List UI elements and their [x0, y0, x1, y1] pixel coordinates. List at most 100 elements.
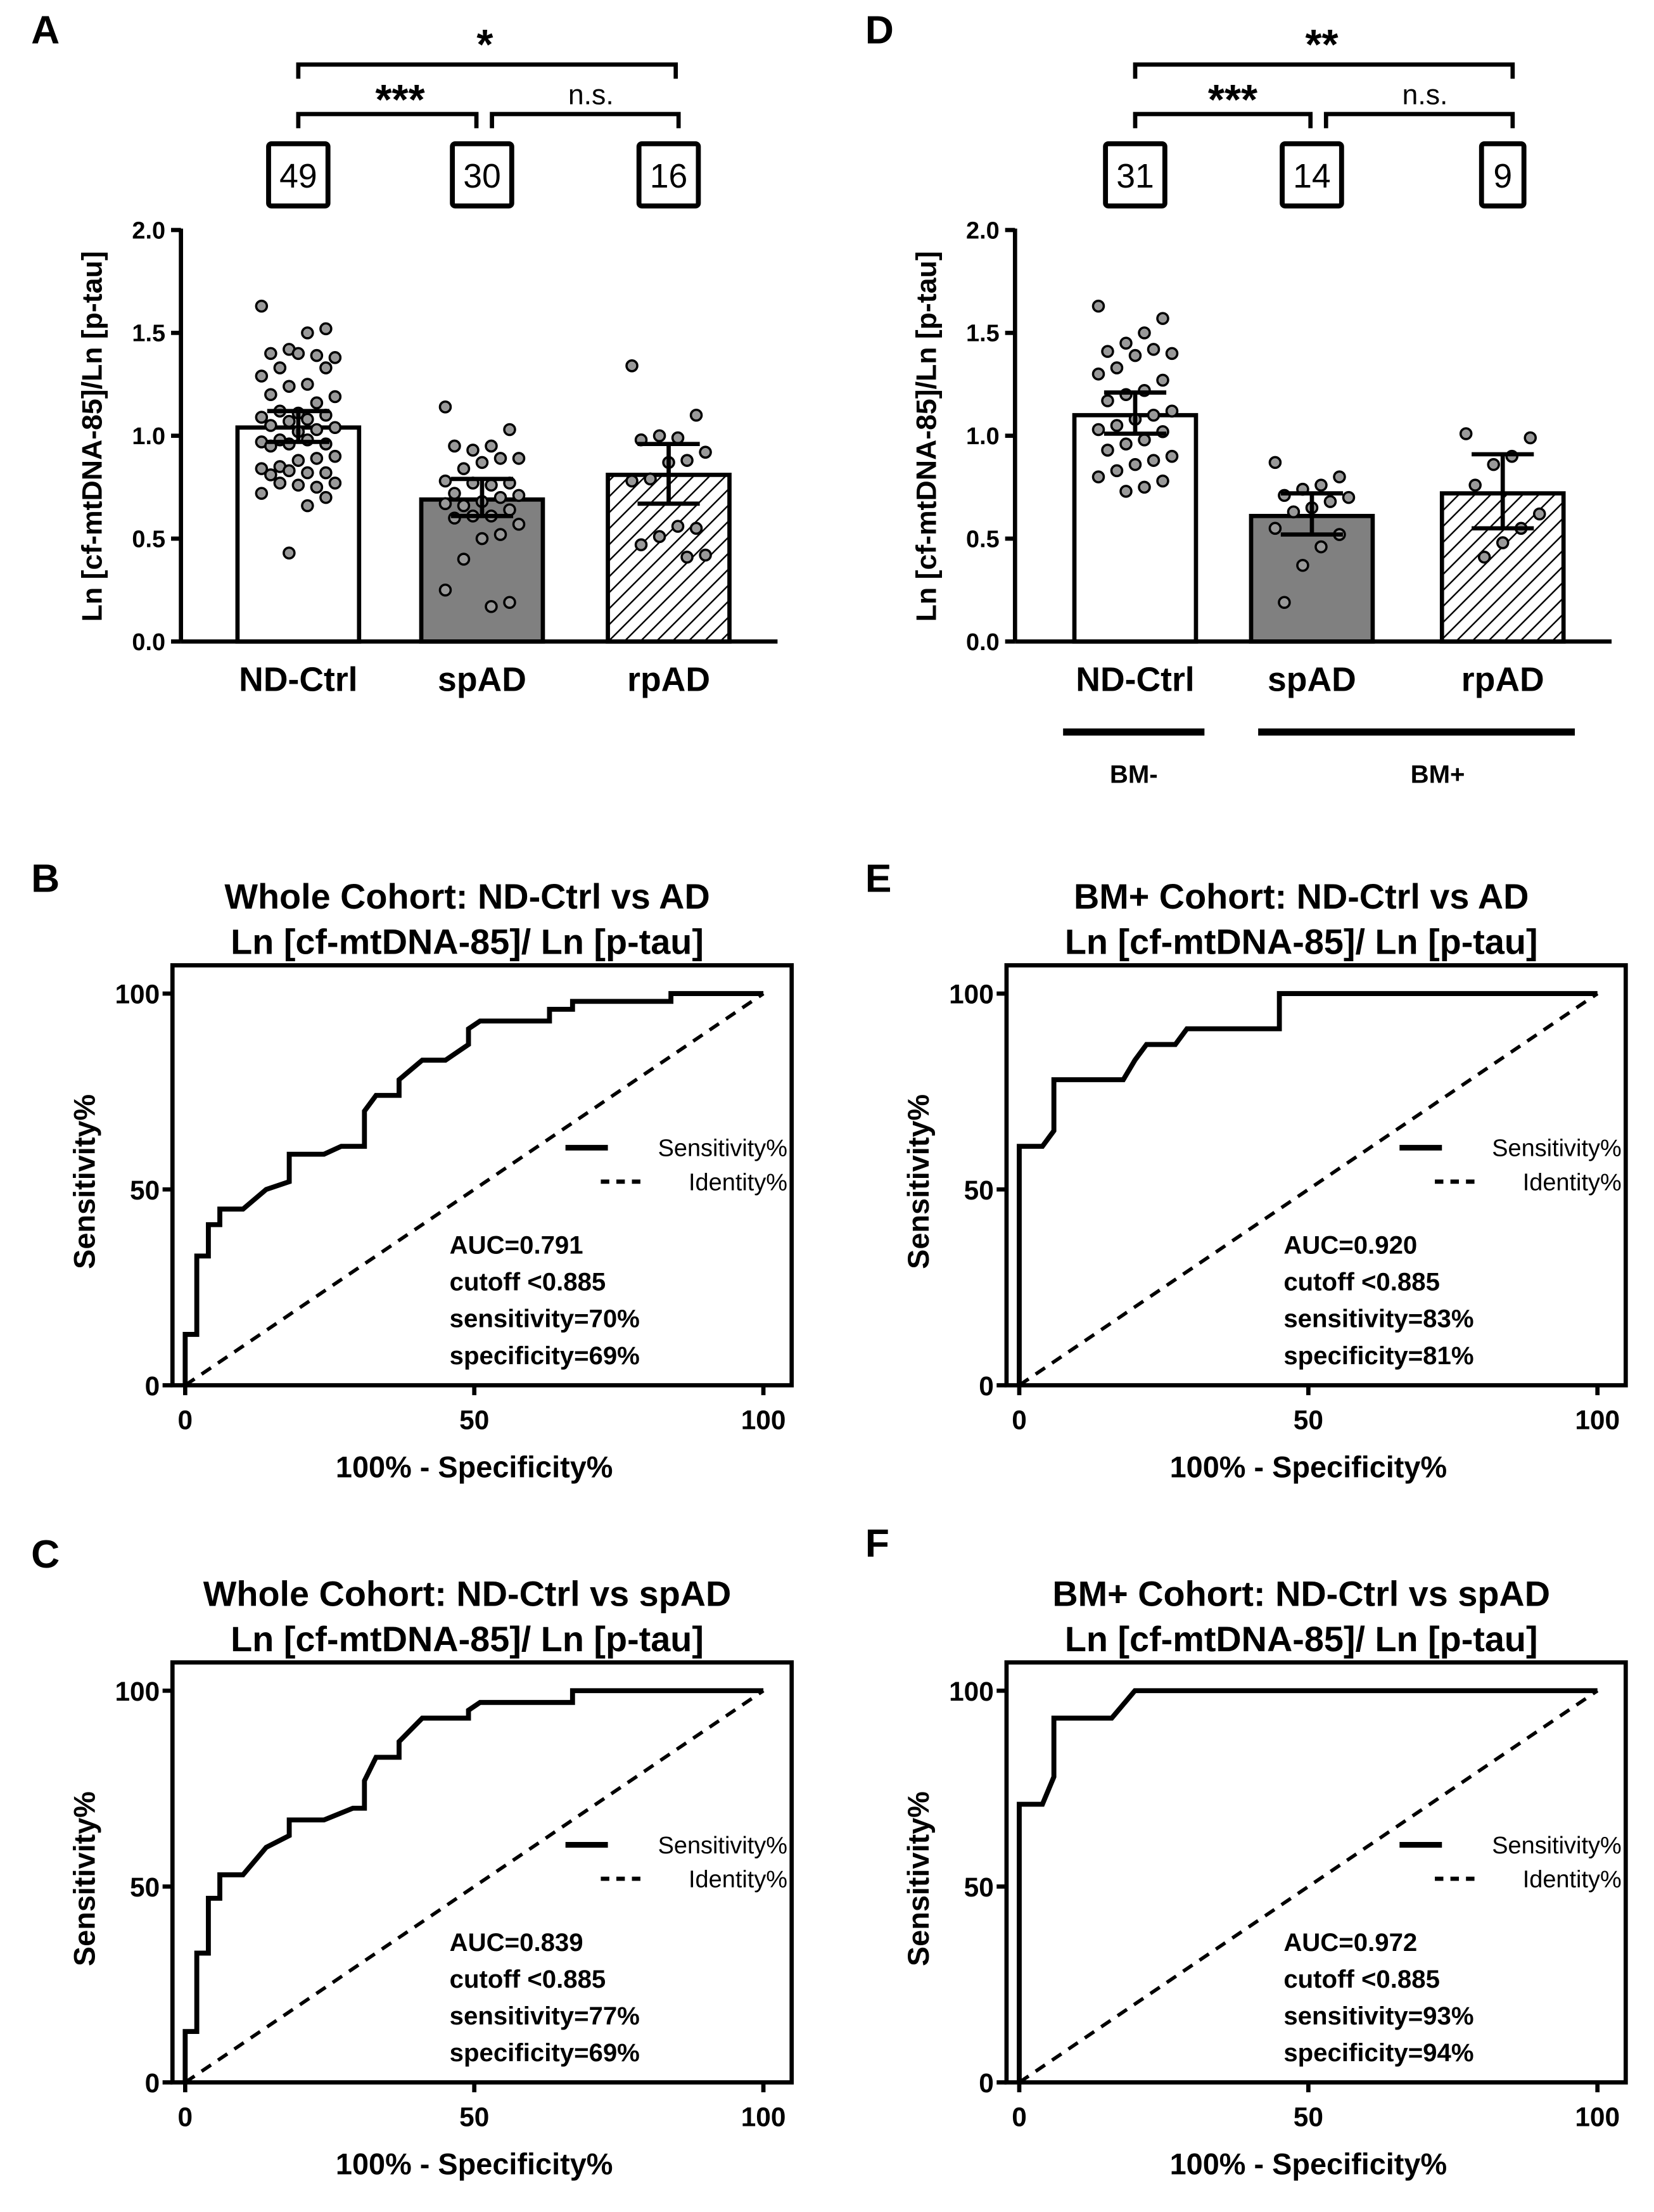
significance-label: ***	[1208, 76, 1257, 124]
panel-letter: A	[31, 8, 60, 52]
series-line-sensitivity	[1017, 1688, 1598, 2083]
y-axis-label: Sensitivity%	[68, 1791, 101, 1966]
y-tick-label: 1.5	[966, 321, 1000, 347]
series-line-identity	[1018, 1689, 1599, 2084]
data-point	[1128, 348, 1142, 362]
annotation: AUC=0.920	[1283, 1231, 1417, 1260]
data-point	[475, 456, 489, 470]
data-point	[255, 462, 269, 475]
data-point	[1314, 540, 1328, 554]
data-point	[1110, 361, 1124, 374]
data-point	[1156, 312, 1169, 325]
data-point	[1323, 495, 1337, 508]
panel-letter: B	[31, 856, 60, 900]
significance-label: **	[1306, 21, 1339, 68]
y-tick-label: 0.0	[966, 629, 1000, 656]
data-point	[301, 466, 314, 480]
annotation: cutoff <0.885	[450, 1268, 606, 1296]
category-label: spAD	[438, 662, 526, 699]
data-point	[512, 452, 526, 465]
data-point	[485, 439, 498, 453]
data-point	[291, 454, 305, 467]
data-point	[1138, 433, 1151, 447]
data-point	[1459, 427, 1473, 440]
data-point	[652, 429, 666, 442]
plot-frame	[1004, 963, 1628, 1388]
panel-letter: F	[865, 1521, 889, 1565]
plot-frame	[170, 963, 794, 1388]
data-point	[457, 553, 471, 566]
legend-label: Sensitivity%	[658, 1832, 787, 1859]
data-point	[475, 532, 489, 546]
y-axis-label: Ln [cf-mtDNA-85]/Ln [p-tau]	[911, 251, 942, 622]
data-point	[1287, 505, 1301, 519]
data-point	[319, 361, 333, 374]
y-tick-label: 100	[949, 1677, 994, 1706]
annotation: specificity=81%	[1283, 1341, 1473, 1370]
annotation: specificity=69%	[450, 1341, 640, 1370]
data-point	[503, 596, 516, 609]
data-point	[1110, 464, 1124, 478]
annotation: sensitivity=93%	[1283, 2002, 1473, 2030]
annotation: cutoff <0.885	[450, 1965, 606, 1993]
x-tick-label: 50	[459, 1405, 489, 1435]
data-point	[671, 431, 685, 445]
series-line-sensitivity	[182, 991, 764, 1386]
data-point	[1110, 419, 1124, 432]
n-box	[450, 141, 514, 208]
data-point	[625, 359, 639, 373]
n-box	[636, 141, 701, 208]
data-point	[1101, 394, 1114, 407]
y-tick-label: 0.5	[132, 526, 165, 553]
data-point	[1268, 521, 1282, 535]
panel-c: C Whole Cohort: ND-Ctrl vs spAD Ln [cf-mtD…	[31, 1532, 794, 2180]
data-point	[634, 538, 648, 552]
data-point	[301, 378, 314, 391]
annotation: sensitivity=83%	[1283, 1305, 1473, 1333]
data-point	[1147, 408, 1161, 422]
data-point	[1532, 507, 1546, 521]
data-point	[283, 414, 296, 428]
annotation: sensitivity=77%	[450, 2002, 640, 2030]
category-label: ND-Ctrl	[239, 662, 357, 699]
series-line-identity	[1018, 992, 1599, 1387]
legend-label: Sensitivity%	[1492, 1832, 1621, 1859]
x-tick-label: 0	[178, 2102, 193, 2132]
data-point	[448, 487, 461, 500]
panel-d: D 0.0 0.5 1.0 1.5 2.0 Ln [cf-mtDNA-85]/Ln [p-t…	[865, 8, 1612, 789]
data-point	[283, 380, 296, 393]
y-tick-label: 2.0	[966, 217, 1000, 244]
data-point	[438, 583, 452, 597]
bar-nd-ctrl	[1072, 412, 1199, 644]
data-point	[493, 490, 507, 504]
x-tick-label: 100	[1575, 2102, 1620, 2132]
data-point	[1138, 480, 1151, 494]
data-point	[1165, 404, 1179, 418]
panel-f: F BM+ Cohort: ND-Ctrl vs spAD Ln [cf-mtDNA…	[865, 1521, 1628, 2180]
category-label: rpAD	[627, 662, 710, 699]
data-point	[310, 348, 324, 362]
category-label: spAD	[1268, 662, 1356, 699]
x-axis-label: 100% - Specificity%	[1170, 2147, 1447, 2180]
data-point	[310, 423, 324, 437]
x-tick-label: 100	[741, 1405, 786, 1435]
y-axis-label: Sensitivity%	[68, 1094, 101, 1269]
data-point	[310, 452, 324, 465]
n-label: 9	[1493, 158, 1512, 195]
data-point	[255, 411, 269, 424]
data-point	[273, 476, 287, 490]
y-tick-label: 100	[115, 1677, 160, 1706]
group-label: BM-	[1110, 760, 1158, 789]
data-point	[466, 444, 480, 457]
y-tick-label: 1.5	[132, 321, 165, 347]
data-point	[1147, 343, 1161, 356]
data-point	[1119, 437, 1133, 451]
category-label: rpAD	[1461, 662, 1544, 699]
data-point	[301, 499, 314, 513]
x-axis-label: 100% - Specificity%	[336, 2147, 613, 2180]
annotation: AUC=0.839	[450, 1928, 583, 1957]
data-point	[438, 400, 452, 414]
data-point	[457, 499, 471, 513]
panel-letter: C	[31, 1532, 60, 1576]
data-point	[1156, 474, 1169, 488]
